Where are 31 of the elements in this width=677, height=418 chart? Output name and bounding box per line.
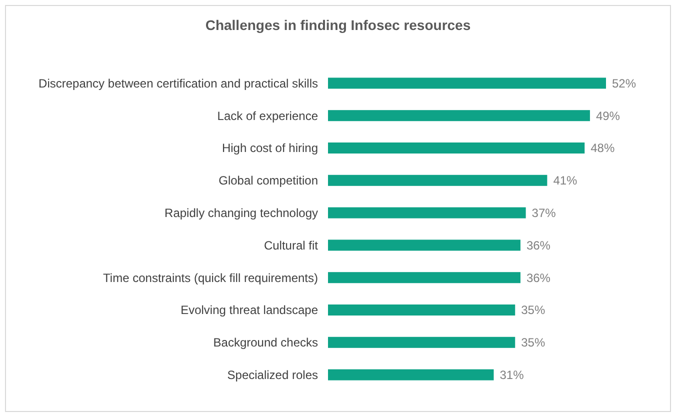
- bar: [328, 142, 585, 154]
- data-label: 49%: [596, 108, 620, 123]
- bar: [328, 207, 526, 218]
- y-tick-label: Global competition: [218, 174, 318, 188]
- data-label: 35%: [521, 336, 546, 350]
- bar: [328, 110, 590, 122]
- data-label: 52%: [612, 76, 636, 90]
- bar: [328, 78, 606, 89]
- y-tick-label: Time constraints (quick fill requirements): [103, 270, 318, 285]
- bar: [328, 174, 548, 186]
- bar: [328, 240, 520, 251]
- data-label: 35%: [521, 303, 546, 318]
- y-tick-label: Cultural fit: [264, 238, 319, 252]
- y-tick-label: Specialized roles: [227, 368, 318, 382]
- bar: [328, 336, 516, 348]
- data-label: 41%: [553, 174, 578, 188]
- y-tick-label: High cost of hiring: [222, 141, 318, 156]
- data-label: 36%: [526, 238, 551, 252]
- y-tick-label: Background checks: [213, 336, 318, 350]
- y-tick-label: Evolving threat landscape: [180, 303, 318, 318]
- y-tick-label: Discrepancy between certification and practical skills: [38, 76, 318, 90]
- chart-title: Challenges in finding Infosec resources: [205, 17, 471, 33]
- data-label: 31%: [500, 368, 524, 382]
- data-label: 37%: [532, 206, 556, 220]
- bar: [328, 272, 520, 284]
- y-tick-label: Lack of experience: [217, 108, 318, 123]
- data-label: 48%: [590, 141, 615, 156]
- y-tick-label: Rapidly changing technology: [164, 206, 318, 220]
- bar: [328, 304, 516, 316]
- data-label: 36%: [526, 270, 551, 285]
- bar: [328, 369, 494, 380]
